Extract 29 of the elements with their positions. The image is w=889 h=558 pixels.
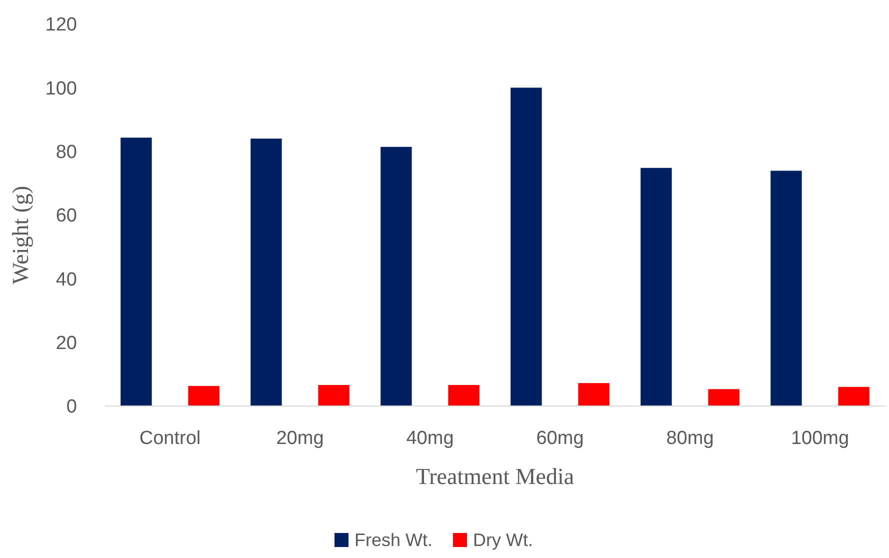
y-tick-label: 0 — [66, 396, 77, 418]
bar — [120, 138, 152, 406]
bar — [510, 88, 542, 406]
bar — [318, 384, 350, 406]
x-tick-label: Control — [139, 428, 201, 449]
bar — [448, 384, 480, 406]
bar — [640, 168, 672, 406]
bar — [578, 383, 610, 406]
x-axis-title: Treatment Media — [416, 464, 574, 489]
y-axis-title: Weight (g) — [8, 186, 33, 284]
y-tick-label: 100 — [45, 78, 77, 100]
x-tick-label: 80mg — [666, 428, 714, 449]
y-tick-label: 120 — [45, 14, 77, 36]
legend-label: Dry Wt. — [473, 530, 533, 550]
bar — [188, 386, 220, 406]
y-tick-label: 60 — [56, 206, 77, 227]
x-tick-label: 60mg — [536, 428, 584, 449]
bar — [770, 170, 802, 406]
bar — [838, 386, 870, 406]
bar — [380, 146, 412, 406]
legend-label: Fresh Wt. — [354, 530, 433, 550]
x-tick-label: 100mg — [790, 428, 850, 449]
x-tick-label: 20mg — [276, 428, 324, 449]
y-tick-label: 20 — [56, 332, 77, 354]
y-tick-label: 40 — [56, 269, 77, 290]
bar — [250, 138, 282, 406]
y-tick-label: 80 — [56, 142, 77, 163]
bar — [708, 389, 740, 406]
x-tick-label: 40mg — [406, 428, 454, 449]
